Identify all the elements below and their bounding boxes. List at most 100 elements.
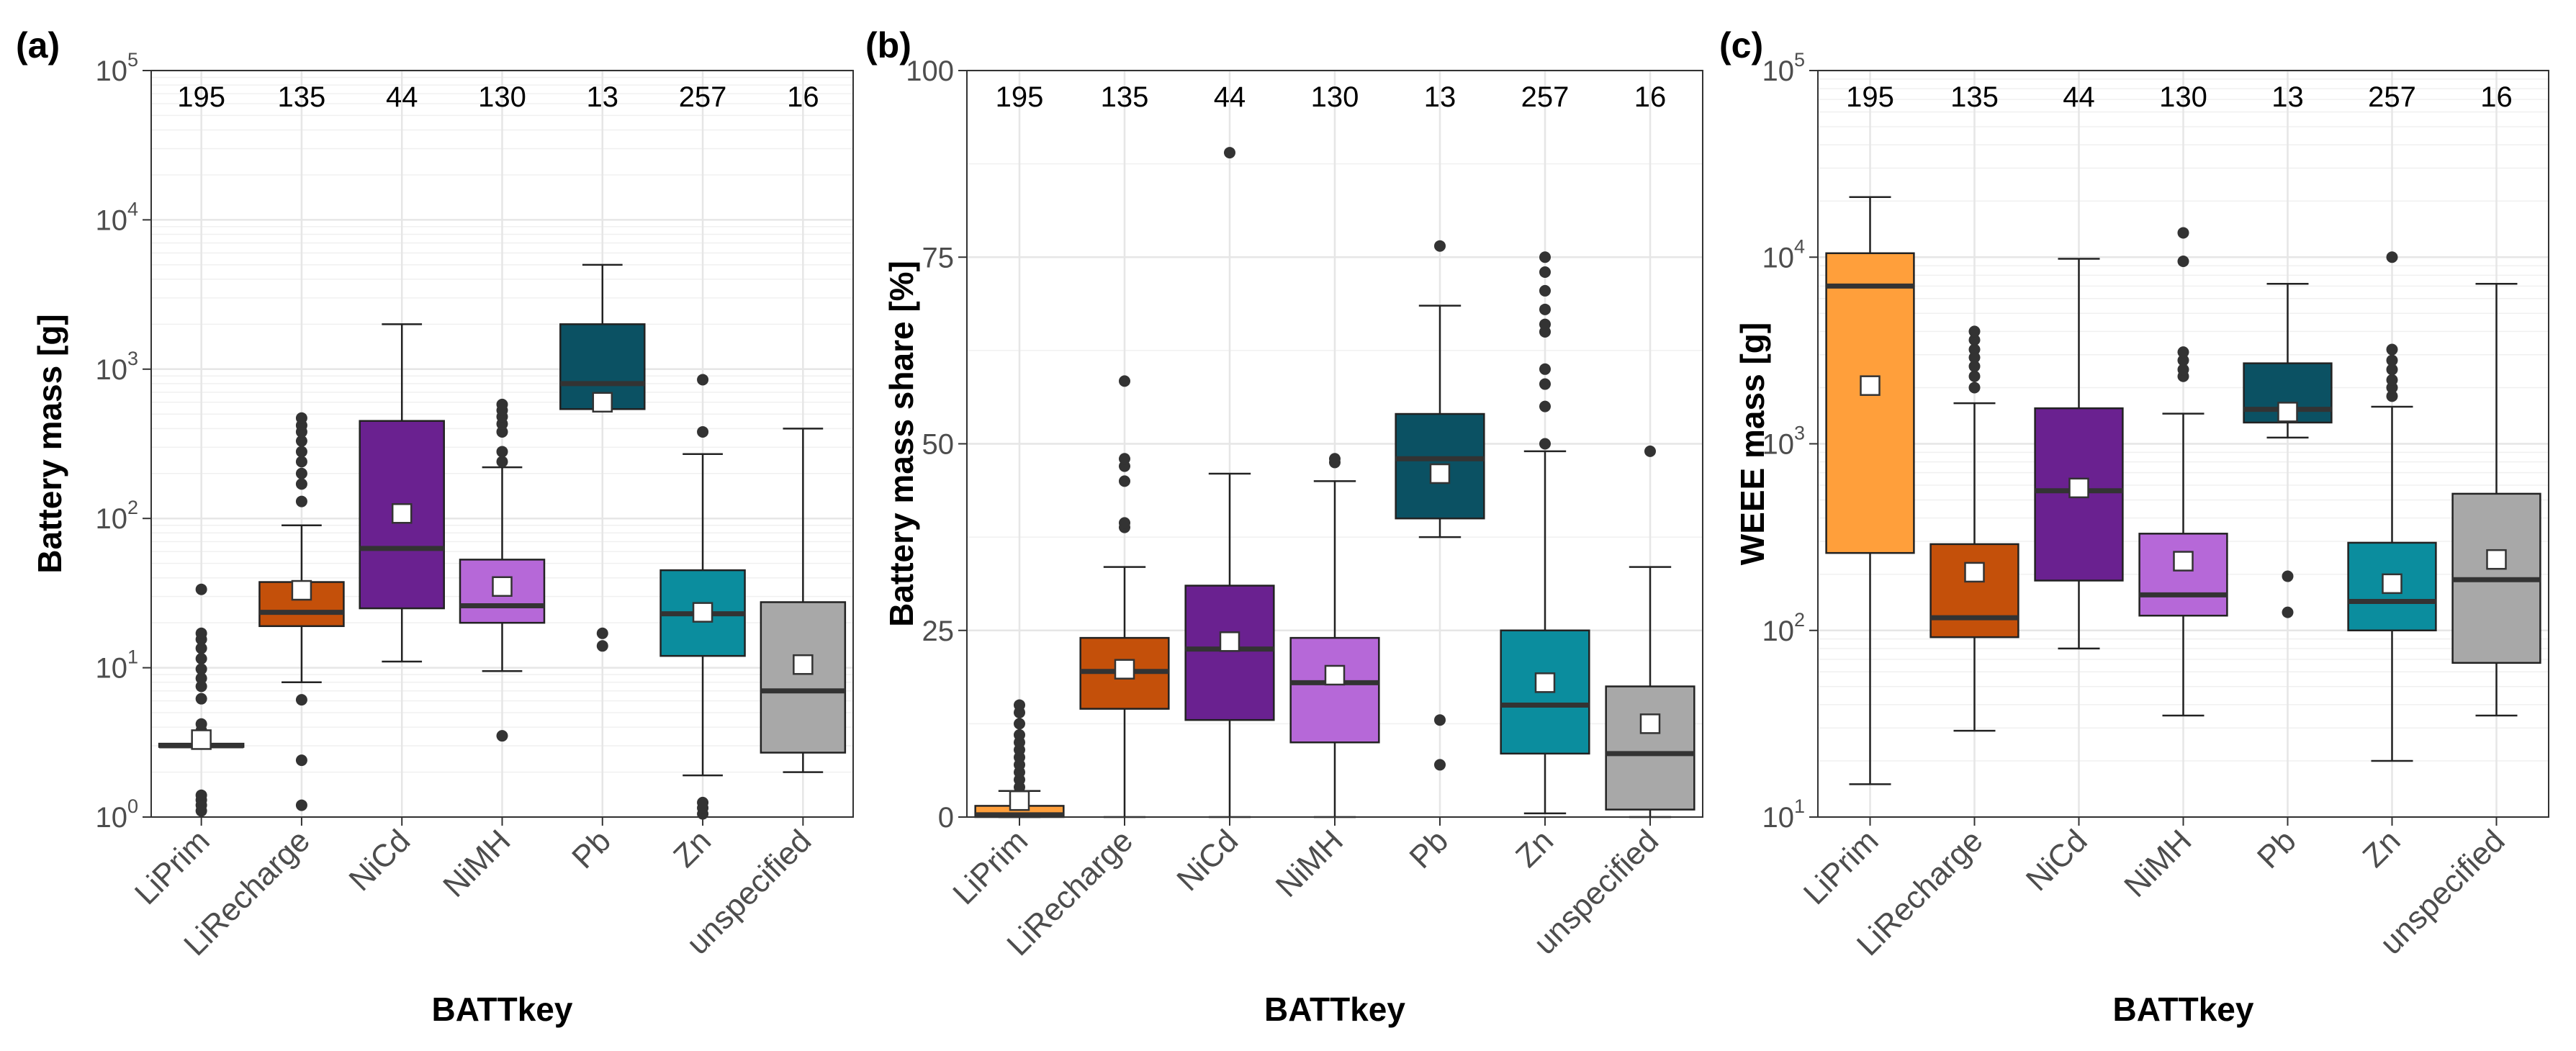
outlier-point <box>1539 284 1551 297</box>
outlier-point <box>195 672 207 685</box>
mean-marker <box>391 503 413 524</box>
outlier-point <box>2282 570 2294 582</box>
outlier-point <box>295 446 307 458</box>
x-tick-label: LiPrim <box>128 823 217 911</box>
mean-marker <box>1429 463 1451 484</box>
iqr-box <box>1929 543 2019 639</box>
outlier-point <box>496 398 508 410</box>
count-label: 16 <box>1634 81 1667 113</box>
x-tick-label: NiMH <box>436 823 517 903</box>
outlier-point <box>295 456 307 468</box>
count-label: 130 <box>2159 81 2207 113</box>
panel-a: 100101102103104105195LiPrim135LiRecharge… <box>16 25 854 1028</box>
mean-marker <box>592 392 613 413</box>
outlier-point <box>1434 714 1446 726</box>
y-tick-label: 102 <box>95 497 138 535</box>
iqr-box <box>1289 636 1380 744</box>
count-label: 135 <box>1950 81 1999 113</box>
outlier-point <box>295 435 307 447</box>
panel-c: 101102103104105195LiPrim135LiRecharge44N… <box>1719 25 2549 1028</box>
outlier-point <box>1539 303 1551 315</box>
outlier-point <box>2282 606 2294 618</box>
outlier-point <box>195 663 207 675</box>
mean-marker <box>2173 551 2194 572</box>
x-tick-label: Zn <box>1509 823 1560 874</box>
count-label: 257 <box>679 81 727 113</box>
outlier-point <box>1014 729 1025 741</box>
y-tick-label: 104 <box>1762 235 1805 274</box>
mean-marker <box>1009 790 1030 811</box>
count-label: 195 <box>177 81 225 113</box>
outlier-point <box>1539 438 1551 450</box>
mean-marker <box>1639 713 1661 734</box>
count-label: 130 <box>478 81 526 113</box>
outlier-point <box>295 694 307 706</box>
box-nicd <box>2034 258 2124 650</box>
box-nimh <box>2138 227 2228 717</box>
x-axis-title: BATTkey <box>432 991 573 1028</box>
outlier-point <box>295 467 307 479</box>
outlier-point <box>295 478 307 490</box>
y-tick-label: 50 <box>922 429 955 461</box>
iqr-box <box>2243 362 2333 424</box>
outlier-point <box>195 642 207 654</box>
outlier-point <box>1968 334 1981 346</box>
outlier-point <box>697 796 709 808</box>
box-pb <box>559 263 646 652</box>
outlier-point <box>2386 343 2398 356</box>
outlier-point <box>195 653 207 665</box>
box-nicd <box>359 323 445 663</box>
box-pb <box>2243 282 2333 618</box>
outlier-point <box>496 730 508 742</box>
iqr-box <box>760 601 847 754</box>
box-lirecharge <box>1929 325 2019 732</box>
outlier-point <box>1119 375 1130 387</box>
iqr-box <box>1825 252 1915 554</box>
outlier-point <box>496 456 508 468</box>
y-tick-label: 105 <box>1762 49 1805 87</box>
count-label: 13 <box>1424 81 1456 113</box>
outlier-point <box>195 680 207 693</box>
panel-b: 0255075100195LiPrim135LiRecharge44NiCd13… <box>865 25 1703 1028</box>
count-label: 257 <box>2368 81 2416 113</box>
mean-marker <box>2382 573 2402 595</box>
outlier-point <box>195 583 207 595</box>
x-tick-label: LiPrim <box>946 823 1035 911</box>
box-nimh <box>1289 453 1380 818</box>
outlier-point <box>295 754 307 767</box>
mean-marker <box>1964 561 1985 583</box>
box-lirecharge <box>1079 375 1170 818</box>
outlier-point <box>195 627 207 639</box>
panel-tag: (b) <box>865 25 911 66</box>
count-label: 257 <box>1521 81 1570 113</box>
outlier-point <box>1539 363 1551 375</box>
mean-marker <box>1534 672 1556 693</box>
panel-tag: (a) <box>16 25 60 66</box>
y-tick-label: 101 <box>95 646 138 685</box>
outlier-point <box>195 718 207 730</box>
box-zn <box>2347 251 2437 762</box>
x-tick-label: LiPrim <box>1797 823 1886 911</box>
y-axis-title: WEEE mass [g] <box>1734 322 1771 565</box>
outlier-point <box>1539 318 1551 330</box>
box-unspecified <box>760 428 847 773</box>
outlier-point <box>1968 343 1981 356</box>
box-unspecified <box>1605 445 1695 818</box>
count-label: 135 <box>278 81 326 113</box>
x-tick-label: NiCd <box>1170 823 1245 898</box>
x-tick-label: NiCd <box>342 823 417 898</box>
outlier-point <box>195 789 207 801</box>
outlier-point <box>295 495 307 508</box>
outlier-point <box>1434 759 1446 771</box>
x-tick-label: NiMH <box>2117 823 2198 903</box>
count-label: 195 <box>996 81 1044 113</box>
mean-marker <box>1114 659 1135 680</box>
y-axis-title: Battery mass share [%] <box>883 261 920 627</box>
outlier-point <box>1968 325 1981 338</box>
outlier-point <box>1644 445 1656 457</box>
y-tick-label: 104 <box>95 198 138 236</box>
outlier-point <box>1119 475 1130 487</box>
y-tick-label: 100 <box>95 795 138 834</box>
count-label: 13 <box>2271 81 2304 113</box>
